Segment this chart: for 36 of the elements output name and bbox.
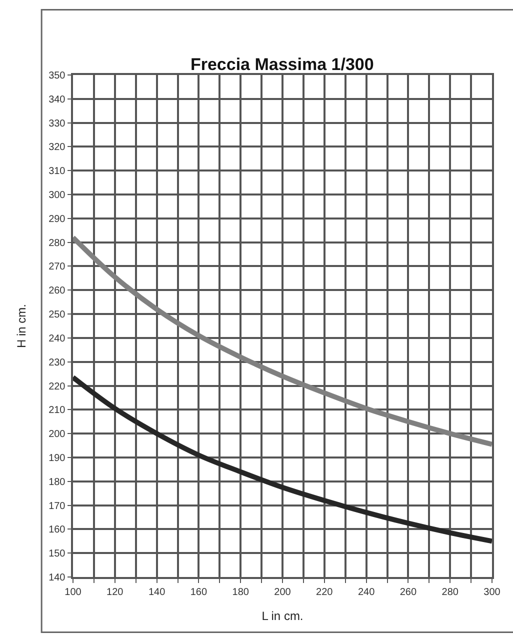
y-tick-label: 190 [48, 452, 66, 464]
x-tick-label: 160 [190, 586, 208, 598]
x-tick-label: 260 [400, 586, 417, 598]
y-tick-label: 240 [48, 333, 66, 344]
y-tick-label: 180 [48, 476, 66, 488]
y-tick-label: 320 [48, 142, 66, 154]
x-tick-label: 240 [358, 586, 376, 598]
x-tick-label: 200 [274, 586, 292, 598]
y-tick-label: 290 [48, 214, 66, 225]
y-tick-label: 160 [48, 524, 66, 536]
x-tick-label: 300 [484, 586, 501, 598]
x-tick-label: 280 [442, 586, 459, 598]
y-tick-label: 220 [48, 381, 66, 392]
y-tick-label: 200 [48, 429, 66, 440]
y-tick-label: 270 [48, 262, 66, 273]
y-tick-label: 170 [48, 500, 66, 512]
y-tick-label: 340 [48, 94, 66, 106]
y-tick-label: 280 [48, 238, 66, 249]
y-tick-label: 330 [48, 118, 66, 130]
y-tick-label: 150 [48, 548, 66, 560]
y-tick-label: 250 [48, 310, 66, 321]
y-axis-title: H in cm. [14, 304, 28, 348]
chart-title: Freccia Massima 1/300 [190, 55, 374, 74]
x-tick-label: 220 [316, 586, 334, 598]
x-axis-title: L in cm. [262, 609, 304, 624]
y-tick-label: 230 [48, 357, 66, 368]
y-tick-label: 310 [48, 166, 66, 178]
y-tick-label: 140 [48, 572, 66, 584]
y-tick-label: 260 [48, 286, 66, 297]
y-tick-label: 300 [48, 190, 66, 202]
x-tick-label: 100 [64, 586, 82, 598]
y-tick-label: 210 [48, 405, 66, 416]
y-tick-label: 350 [48, 70, 66, 82]
x-tick-label: 180 [232, 586, 250, 598]
x-tick-label: 120 [106, 586, 124, 598]
x-tick-label: 140 [148, 586, 166, 598]
